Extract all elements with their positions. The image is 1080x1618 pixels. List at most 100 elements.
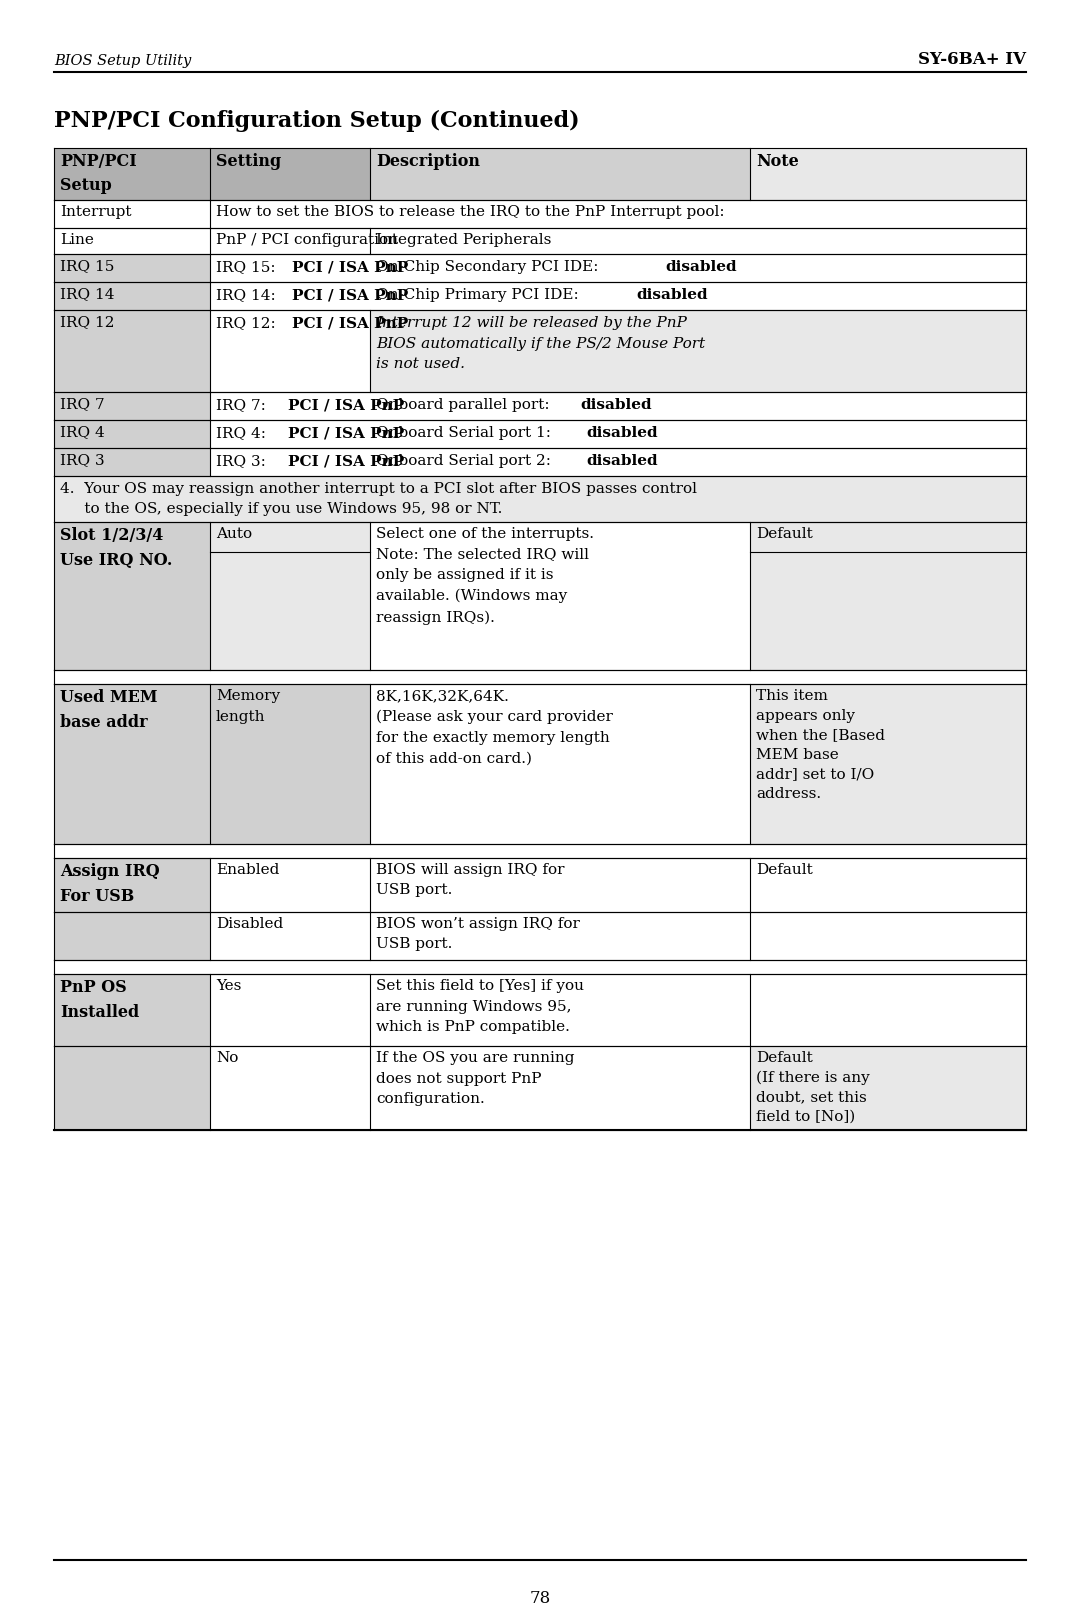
Text: Slot 1/2/3/4
Use IRQ NO.: Slot 1/2/3/4 Use IRQ NO.: [60, 527, 173, 570]
Text: PCI / ISA PnP: PCI / ISA PnP: [288, 398, 404, 413]
Bar: [54, 913, 210, 959]
Text: No: No: [216, 1052, 239, 1065]
Text: BIOS won’t assign IRQ for
USB port.: BIOS won’t assign IRQ for USB port.: [376, 917, 580, 950]
Bar: [210, 1045, 370, 1129]
Bar: [54, 858, 210, 913]
Text: IRQ 14: IRQ 14: [60, 286, 114, 301]
Text: IRQ 3: IRQ 3: [60, 453, 105, 468]
Text: Integrated Peripherals: Integrated Peripherals: [376, 233, 552, 248]
Text: PCI / ISA PnP: PCI / ISA PnP: [292, 288, 408, 303]
Bar: [54, 670, 1026, 684]
Text: Interrupt: Interrupt: [60, 205, 132, 218]
Bar: [54, 684, 210, 845]
Bar: [750, 684, 1026, 845]
Bar: [54, 845, 1026, 858]
Text: BIOS will assign IRQ for
USB port.: BIOS will assign IRQ for USB port.: [376, 862, 565, 896]
Bar: [750, 974, 1026, 1045]
Bar: [210, 684, 370, 845]
Bar: [370, 147, 750, 201]
Text: disabled: disabled: [586, 455, 658, 468]
Text: On-Chip Primary PCI IDE:: On-Chip Primary PCI IDE:: [376, 288, 603, 303]
Text: IRQ 4: IRQ 4: [60, 426, 105, 438]
Text: Onboard parallel port:: Onboard parallel port:: [376, 398, 559, 413]
Text: Assign IRQ
For USB: Assign IRQ For USB: [60, 862, 160, 904]
Bar: [210, 254, 1026, 282]
Bar: [54, 147, 210, 201]
Bar: [54, 974, 210, 1045]
Text: Select one of the interrupts.
Note: The selected IRQ will
only be assigned if it: Select one of the interrupts. Note: The …: [376, 527, 594, 625]
Text: IRQ 12:: IRQ 12:: [216, 316, 285, 330]
Bar: [370, 311, 1026, 392]
Text: PNP/PCI
Setup: PNP/PCI Setup: [60, 154, 137, 194]
Bar: [54, 254, 210, 282]
Bar: [210, 523, 370, 670]
Text: PCI / ISA PnP: PCI / ISA PnP: [288, 426, 404, 440]
Text: PNP/PCI Configuration Setup (Continued): PNP/PCI Configuration Setup (Continued): [54, 110, 580, 133]
Bar: [54, 1045, 210, 1129]
Text: IRQ 7:: IRQ 7:: [216, 398, 281, 413]
Text: SY-6BA+ IV: SY-6BA+ IV: [918, 52, 1026, 68]
Text: 4.  Your OS may reassign another interrupt to a PCI slot after BIOS passes contr: 4. Your OS may reassign another interrup…: [60, 482, 697, 516]
Bar: [54, 392, 210, 421]
Bar: [54, 311, 210, 392]
Text: PCI / ISA PnP: PCI / ISA PnP: [292, 260, 408, 273]
Text: How to set the BIOS to release the IRQ to the PnP Interrupt pool:: How to set the BIOS to release the IRQ t…: [216, 205, 725, 218]
Text: PnP / PCI configuration: PnP / PCI configuration: [216, 233, 399, 248]
Text: disabled: disabled: [586, 426, 658, 440]
Bar: [54, 959, 1026, 974]
Text: Default: Default: [756, 527, 813, 540]
Text: IRQ 14:: IRQ 14:: [216, 288, 285, 303]
Text: Setting: Setting: [216, 154, 281, 170]
Bar: [54, 448, 210, 476]
Text: Onboard Serial port 2:: Onboard Serial port 2:: [376, 455, 561, 468]
Bar: [54, 421, 210, 448]
Text: disabled: disabled: [636, 288, 707, 303]
Text: IRQ 15: IRQ 15: [60, 259, 114, 273]
Text: Memory
length: Memory length: [216, 689, 280, 723]
Bar: [210, 974, 370, 1045]
Text: 78: 78: [529, 1590, 551, 1607]
Bar: [210, 421, 1026, 448]
Text: Interrupt 12 will be released by the PnP
BIOS automatically if the PS/2 Mouse Po: Interrupt 12 will be released by the PnP…: [376, 316, 705, 371]
Text: IRQ 7: IRQ 7: [60, 396, 105, 411]
Text: Enabled: Enabled: [216, 862, 280, 877]
Bar: [370, 913, 750, 959]
Text: On-Chip Secondary PCI IDE:: On-Chip Secondary PCI IDE:: [376, 260, 613, 273]
Text: Default: Default: [756, 862, 813, 877]
Text: Line: Line: [60, 233, 94, 248]
Bar: [210, 311, 370, 392]
Text: Note: Note: [756, 154, 799, 170]
Bar: [210, 228, 370, 254]
Bar: [750, 147, 1026, 201]
Text: PCI / ISA PnP: PCI / ISA PnP: [292, 316, 408, 330]
Text: IRQ 12: IRQ 12: [60, 316, 114, 328]
Text: BIOS Setup Utility: BIOS Setup Utility: [54, 53, 191, 68]
Bar: [54, 282, 210, 311]
Text: IRQ 15:: IRQ 15:: [216, 260, 285, 273]
Bar: [54, 201, 210, 228]
Bar: [210, 913, 370, 959]
Bar: [210, 448, 1026, 476]
Text: Used MEM
base addr: Used MEM base addr: [60, 689, 158, 731]
Text: 8K,16K,32K,64K.
(Please ask your card provider
for the exactly memory length
of : 8K,16K,32K,64K. (Please ask your card pr…: [376, 689, 612, 765]
Bar: [750, 858, 1026, 913]
Text: PnP OS
Installed: PnP OS Installed: [60, 979, 139, 1021]
Text: Set this field to [Yes] if you
are running Windows 95,
which is PnP compatible.: Set this field to [Yes] if you are runni…: [376, 979, 584, 1034]
Text: disabled: disabled: [580, 398, 651, 413]
Bar: [210, 201, 1026, 228]
Bar: [210, 282, 1026, 311]
Bar: [54, 523, 210, 670]
Bar: [54, 228, 210, 254]
Text: Yes: Yes: [216, 979, 241, 993]
Bar: [210, 392, 1026, 421]
Text: Default
(If there is any
doubt, set this
field to [No]): Default (If there is any doubt, set this…: [756, 1052, 869, 1125]
Text: Description: Description: [376, 154, 480, 170]
Text: This item
appears only
when the [Based
MEM base
addr] set to I/O
address.: This item appears only when the [Based M…: [756, 689, 885, 801]
Bar: [750, 523, 1026, 670]
Bar: [750, 1045, 1026, 1129]
Text: PCI / ISA PnP: PCI / ISA PnP: [288, 455, 404, 468]
Text: IRQ 3:: IRQ 3:: [216, 455, 281, 468]
Text: If the OS you are running
does not support PnP
configuration.: If the OS you are running does not suppo…: [376, 1052, 575, 1107]
Text: IRQ 4:: IRQ 4:: [216, 426, 281, 440]
Text: Auto: Auto: [216, 527, 252, 540]
